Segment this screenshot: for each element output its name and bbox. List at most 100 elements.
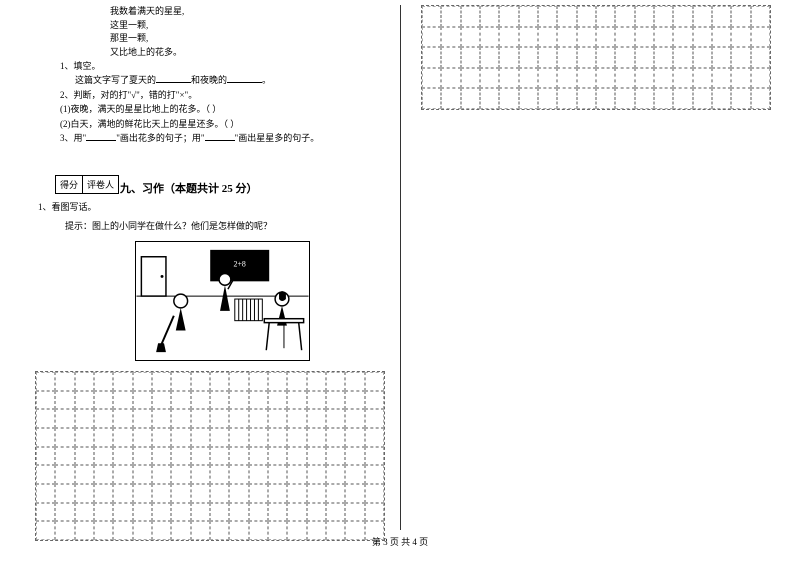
grid-cell[interactable] [596,6,615,27]
grid-cell[interactable] [751,27,770,48]
grid-cell[interactable] [75,391,94,410]
grid-cell[interactable] [307,447,326,466]
grid-cell[interactable] [731,6,750,27]
grid-cell[interactable] [557,27,576,48]
grid-cell[interactable] [268,391,287,410]
grid-cell[interactable] [615,47,634,68]
grid-cell[interactable] [133,503,152,522]
grid-cell[interactable] [229,372,248,391]
grid-cell[interactable] [171,465,190,484]
grid-cell[interactable] [499,6,518,27]
grid-cell[interactable] [635,68,654,89]
grid-cell[interactable] [171,503,190,522]
grid-cell[interactable] [55,409,74,428]
grid-cell[interactable] [287,521,306,540]
grid-cell[interactable] [307,521,326,540]
blank-2[interactable] [227,73,262,83]
grid-cell[interactable] [345,447,364,466]
grid-cell[interactable] [171,447,190,466]
grid-cell[interactable] [36,428,55,447]
grid-cell[interactable] [287,391,306,410]
grid-cell[interactable] [365,465,384,484]
grid-cell[interactable] [36,372,55,391]
grid-cell[interactable] [210,428,229,447]
grid-cell[interactable] [287,465,306,484]
grid-cell[interactable] [480,88,499,109]
grid-cell[interactable] [480,6,499,27]
grid-cell[interactable] [210,447,229,466]
grid-cell[interactable] [55,465,74,484]
grid-cell[interactable] [441,68,460,89]
grid-cell[interactable] [75,447,94,466]
grid-cell[interactable] [94,465,113,484]
grid-cell[interactable] [693,88,712,109]
grid-cell[interactable] [461,88,480,109]
grid-cell[interactable] [654,47,673,68]
grid-cell[interactable] [326,503,345,522]
grid-cell[interactable] [307,409,326,428]
grid-cell[interactable] [113,391,132,410]
grid-cell[interactable] [152,391,171,410]
grid-cell[interactable] [75,521,94,540]
grid-cell[interactable] [152,447,171,466]
grid-cell[interactable] [480,27,499,48]
grid-cell[interactable] [480,68,499,89]
grid-cell[interactable] [326,484,345,503]
grid-cell[interactable] [307,484,326,503]
grid-cell[interactable] [75,465,94,484]
grid-cell[interactable] [113,521,132,540]
grid-cell[interactable] [249,372,268,391]
grid-cell[interactable] [171,428,190,447]
grid-cell[interactable] [693,27,712,48]
grid-cell[interactable] [673,27,692,48]
grid-cell[interactable] [557,47,576,68]
grid-cell[interactable] [519,6,538,27]
grid-cell[interactable] [441,27,460,48]
grid-cell[interactable] [751,88,770,109]
grid-cell[interactable] [249,428,268,447]
grid-cell[interactable] [365,521,384,540]
blank-3[interactable] [86,131,116,141]
grid-cell[interactable] [693,68,712,89]
grid-cell[interactable] [75,484,94,503]
grid-cell[interactable] [635,6,654,27]
grid-cell[interactable] [133,372,152,391]
grid-cell[interactable] [152,503,171,522]
grid-cell[interactable] [152,428,171,447]
grid-cell[interactable] [287,447,306,466]
grid-cell[interactable] [654,6,673,27]
grid-cell[interactable] [577,27,596,48]
grid-cell[interactable] [538,68,557,89]
grid-cell[interactable] [307,372,326,391]
grid-cell[interactable] [654,27,673,48]
grid-cell[interactable] [596,68,615,89]
grid-cell[interactable] [519,47,538,68]
grid-cell[interactable] [249,521,268,540]
grid-cell[interactable] [152,372,171,391]
grid-cell[interactable] [461,47,480,68]
grid-cell[interactable] [365,503,384,522]
grid-cell[interactable] [519,27,538,48]
grid-cell[interactable] [133,521,152,540]
grid-cell[interactable] [171,372,190,391]
grid-cell[interactable] [345,409,364,428]
blank-4[interactable] [205,131,235,141]
grid-cell[interactable] [422,27,441,48]
grid-cell[interactable] [268,372,287,391]
grid-cell[interactable] [94,391,113,410]
grid-cell[interactable] [499,68,518,89]
grid-cell[interactable] [345,372,364,391]
grid-cell[interactable] [210,372,229,391]
grid-cell[interactable] [191,447,210,466]
grid-cell[interactable] [731,47,750,68]
grid-cell[interactable] [249,484,268,503]
grid-cell[interactable] [326,391,345,410]
grid-cell[interactable] [113,484,132,503]
grid-cell[interactable] [133,465,152,484]
grid-cell[interactable] [654,68,673,89]
writing-grid-left[interactable] [35,371,385,541]
grid-cell[interactable] [191,409,210,428]
grid-cell[interactable] [171,409,190,428]
grid-cell[interactable] [210,503,229,522]
grid-cell[interactable] [113,372,132,391]
